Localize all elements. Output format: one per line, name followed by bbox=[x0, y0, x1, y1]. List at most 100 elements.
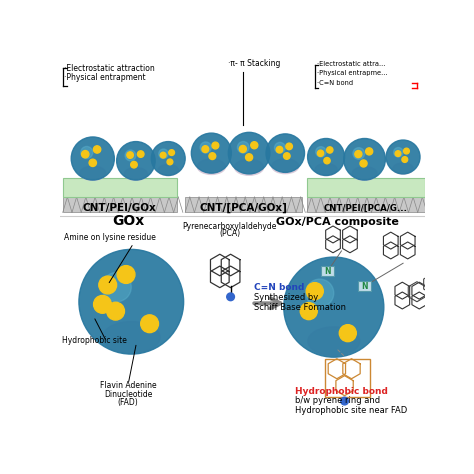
Circle shape bbox=[127, 152, 133, 158]
Circle shape bbox=[82, 151, 89, 158]
Circle shape bbox=[160, 152, 166, 158]
Text: Amine on lysine residue: Amine on lysine residue bbox=[64, 233, 156, 242]
Ellipse shape bbox=[124, 168, 147, 180]
Circle shape bbox=[395, 151, 401, 156]
Text: Schiff Base Formation: Schiff Base Formation bbox=[255, 303, 346, 312]
Circle shape bbox=[237, 141, 249, 153]
Circle shape bbox=[99, 276, 117, 294]
Circle shape bbox=[283, 153, 290, 159]
Text: CNT/PEI/GOx: CNT/PEI/GOx bbox=[82, 203, 156, 213]
Circle shape bbox=[117, 265, 135, 283]
FancyBboxPatch shape bbox=[358, 281, 371, 292]
Circle shape bbox=[341, 397, 348, 405]
Text: N: N bbox=[324, 266, 331, 275]
Circle shape bbox=[276, 146, 283, 153]
Text: Dinucleotide: Dinucleotide bbox=[104, 390, 152, 399]
Text: (FAD): (FAD) bbox=[118, 398, 138, 407]
Bar bbox=[307, 178, 425, 197]
Circle shape bbox=[89, 159, 96, 166]
Circle shape bbox=[209, 153, 216, 160]
Text: b/w pyrene ring and: b/w pyrene ring and bbox=[295, 396, 381, 405]
Circle shape bbox=[102, 273, 131, 302]
Bar bbox=[307, 197, 425, 212]
Circle shape bbox=[274, 142, 285, 153]
Circle shape bbox=[151, 142, 185, 175]
Circle shape bbox=[344, 138, 385, 180]
Circle shape bbox=[403, 148, 410, 154]
Text: ·Physical entrapme...: ·Physical entrapme... bbox=[317, 70, 387, 76]
Circle shape bbox=[117, 142, 155, 180]
Circle shape bbox=[169, 150, 174, 155]
Circle shape bbox=[251, 142, 258, 149]
Text: ·C=N bond: ·C=N bond bbox=[317, 80, 353, 86]
Circle shape bbox=[191, 133, 231, 173]
Text: CNT/[PCA/GOx]: CNT/[PCA/GOx] bbox=[200, 203, 288, 213]
Text: Hydrophobic site near FAD: Hydrophobic site near FAD bbox=[295, 406, 408, 415]
Circle shape bbox=[316, 146, 326, 157]
Text: Pyrenecarboxylaldehyde: Pyrenecarboxylaldehyde bbox=[182, 221, 277, 230]
Circle shape bbox=[131, 162, 137, 168]
Ellipse shape bbox=[393, 163, 413, 174]
Circle shape bbox=[327, 147, 333, 153]
Text: (PCA): (PCA) bbox=[219, 229, 240, 238]
Circle shape bbox=[107, 302, 125, 320]
Text: ·Electrostatic attraction: ·Electrostatic attraction bbox=[64, 64, 155, 73]
Circle shape bbox=[365, 148, 373, 155]
Text: N: N bbox=[361, 282, 368, 291]
FancyBboxPatch shape bbox=[321, 266, 334, 276]
Ellipse shape bbox=[308, 327, 360, 356]
Ellipse shape bbox=[158, 164, 178, 176]
Circle shape bbox=[159, 149, 168, 158]
Text: Flavin Adenine: Flavin Adenine bbox=[100, 381, 156, 390]
Text: CNT/PEI/[PCA/G...: CNT/PEI/[PCA/G... bbox=[324, 204, 408, 213]
Circle shape bbox=[386, 140, 420, 174]
Ellipse shape bbox=[272, 159, 299, 173]
Text: Hydrophobic bond: Hydrophobic bond bbox=[295, 387, 388, 396]
Circle shape bbox=[306, 283, 323, 300]
Ellipse shape bbox=[352, 166, 377, 180]
Text: GOx/PCA composite: GOx/PCA composite bbox=[276, 217, 399, 227]
Circle shape bbox=[318, 150, 324, 156]
Circle shape bbox=[239, 146, 246, 153]
Circle shape bbox=[227, 293, 235, 301]
Circle shape bbox=[81, 146, 93, 158]
Circle shape bbox=[228, 132, 270, 174]
Circle shape bbox=[324, 157, 330, 164]
Circle shape bbox=[402, 156, 408, 163]
Circle shape bbox=[339, 325, 356, 342]
Circle shape bbox=[246, 154, 253, 161]
Circle shape bbox=[202, 146, 209, 153]
Text: Synthesized by: Synthesized by bbox=[255, 293, 319, 302]
Circle shape bbox=[93, 146, 101, 153]
Text: C=N bond: C=N bond bbox=[255, 283, 305, 292]
Circle shape bbox=[300, 302, 317, 319]
Ellipse shape bbox=[315, 164, 337, 176]
Text: ·Electrostatic attra...: ·Electrostatic attra... bbox=[317, 61, 385, 67]
Text: GOx: GOx bbox=[112, 214, 144, 228]
Circle shape bbox=[141, 315, 158, 333]
Circle shape bbox=[125, 150, 136, 161]
Circle shape bbox=[284, 257, 384, 357]
Circle shape bbox=[93, 295, 111, 313]
Ellipse shape bbox=[197, 159, 225, 174]
Circle shape bbox=[308, 138, 345, 175]
Circle shape bbox=[137, 151, 144, 157]
Text: ·Physical entrapment: ·Physical entrapment bbox=[64, 73, 146, 82]
Circle shape bbox=[79, 249, 183, 354]
Circle shape bbox=[71, 137, 114, 180]
Bar bbox=[185, 197, 302, 212]
Circle shape bbox=[200, 142, 211, 153]
Circle shape bbox=[286, 143, 292, 150]
Circle shape bbox=[306, 279, 334, 307]
Circle shape bbox=[167, 159, 173, 165]
Bar bbox=[63, 197, 177, 212]
Text: Hydrophobic site: Hydrophobic site bbox=[62, 337, 127, 346]
Circle shape bbox=[212, 142, 219, 149]
Circle shape bbox=[355, 151, 362, 158]
Text: ·π- π Stacking: ·π- π Stacking bbox=[228, 59, 281, 68]
Ellipse shape bbox=[102, 321, 160, 353]
Ellipse shape bbox=[80, 166, 106, 180]
Bar bbox=[63, 178, 177, 197]
Circle shape bbox=[360, 160, 367, 167]
Circle shape bbox=[393, 147, 403, 157]
